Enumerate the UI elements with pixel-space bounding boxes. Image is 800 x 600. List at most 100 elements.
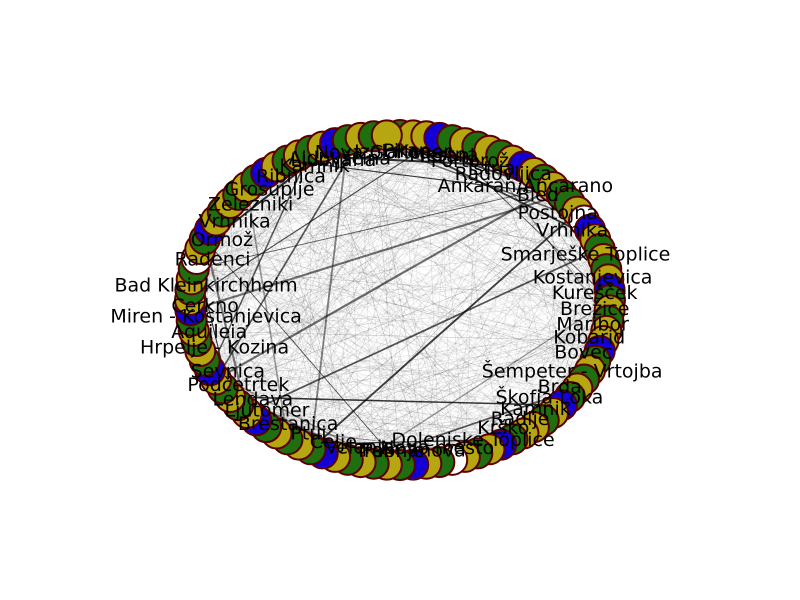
- edge: [196, 186, 554, 260]
- edge: [347, 137, 440, 460]
- edge: [512, 160, 535, 428]
- edge: [215, 135, 388, 380]
- edge: [255, 179, 336, 458]
- edge: [190, 310, 440, 463]
- edge-strong: [190, 193, 563, 312]
- edge: [322, 194, 563, 454]
- edge: [276, 299, 611, 434]
- edge: [237, 136, 427, 406]
- edge: [199, 248, 257, 421]
- node-label: Kurešček: [552, 282, 638, 304]
- node-layer: [174, 119, 626, 481]
- edge: [322, 146, 604, 342]
- edge: [229, 139, 453, 398]
- edge: [360, 179, 545, 463]
- node-label: Kobarid: [553, 326, 625, 348]
- edge: [322, 137, 440, 454]
- edge: [191, 139, 349, 321]
- edge: [276, 166, 336, 457]
- node-label: Cerkno: [171, 295, 238, 317]
- edge: [229, 202, 349, 460]
- edge: [276, 166, 427, 464]
- node-label: Mestna: [409, 144, 478, 166]
- edge: [500, 155, 554, 414]
- edge: [310, 150, 585, 380]
- edge: [287, 160, 585, 380]
- edge: [193, 137, 440, 332]
- edge: [298, 135, 414, 445]
- node-label: Vrhnika: [536, 220, 608, 242]
- edge: [334, 137, 361, 457]
- edge: [229, 202, 414, 465]
- edge: [412, 135, 513, 440]
- edge: [265, 146, 478, 428]
- edge: [209, 229, 440, 463]
- edge: [360, 172, 535, 463]
- edge: [193, 268, 585, 380]
- edge: [298, 155, 524, 434]
- edge: [196, 202, 570, 342]
- node-label: Radlje: [491, 408, 550, 430]
- edge: [276, 166, 323, 454]
- edge: [265, 172, 554, 414]
- edge: [373, 137, 440, 464]
- edge: [322, 135, 388, 454]
- edge: [238, 194, 600, 250]
- edge: [222, 211, 401, 466]
- edge: [451, 248, 600, 460]
- edge: [255, 179, 361, 463]
- edge: [200, 248, 513, 440]
- edge: [204, 179, 544, 362]
- edge: [222, 172, 534, 212]
- edge: [209, 229, 478, 454]
- edge: [360, 137, 388, 465]
- edge: [204, 220, 585, 240]
- edge: [276, 140, 453, 434]
- node-label: Bovec: [554, 341, 612, 363]
- edge: [200, 248, 596, 362]
- edge: [322, 146, 427, 464]
- edge: [196, 258, 610, 311]
- edge: [373, 134, 401, 464]
- edge: [196, 340, 554, 414]
- edge: [287, 160, 427, 464]
- edge: [322, 137, 361, 454]
- edge: [215, 146, 478, 380]
- edge: [209, 229, 361, 463]
- edge: [200, 137, 440, 250]
- edge: [222, 388, 513, 440]
- edge: [256, 179, 513, 440]
- edge: [215, 220, 535, 428]
- edge: [412, 179, 545, 465]
- edge: [287, 299, 611, 440]
- node-label: Izola: [354, 141, 398, 163]
- edge: [298, 137, 361, 445]
- edge: [230, 396, 465, 458]
- node-label: Ankaran/Ancarano: [438, 175, 614, 197]
- edge: [191, 279, 478, 454]
- edge: [386, 134, 401, 465]
- edge: [310, 150, 604, 342]
- edge: [209, 229, 490, 450]
- edge: [190, 139, 453, 311]
- edge: [347, 320, 609, 461]
- edge: [246, 412, 534, 428]
- edge: [439, 268, 607, 463]
- node-label: Nova Gorica: [315, 141, 431, 163]
- edge: [256, 179, 570, 204]
- edge: [196, 150, 311, 342]
- edge: [310, 229, 591, 450]
- node-label: Grosuplje: [225, 179, 315, 201]
- edge: [215, 258, 604, 380]
- edge: [439, 137, 453, 460]
- edge: [246, 136, 374, 414]
- edge: [222, 202, 570, 212]
- edge: [276, 166, 591, 231]
- edge: [222, 160, 513, 389]
- node-label: Portorož: [431, 150, 509, 172]
- edge: [386, 155, 502, 465]
- edge: [276, 166, 596, 361]
- edge: [399, 134, 600, 352]
- edge: [256, 179, 610, 311]
- edge: [265, 172, 535, 428]
